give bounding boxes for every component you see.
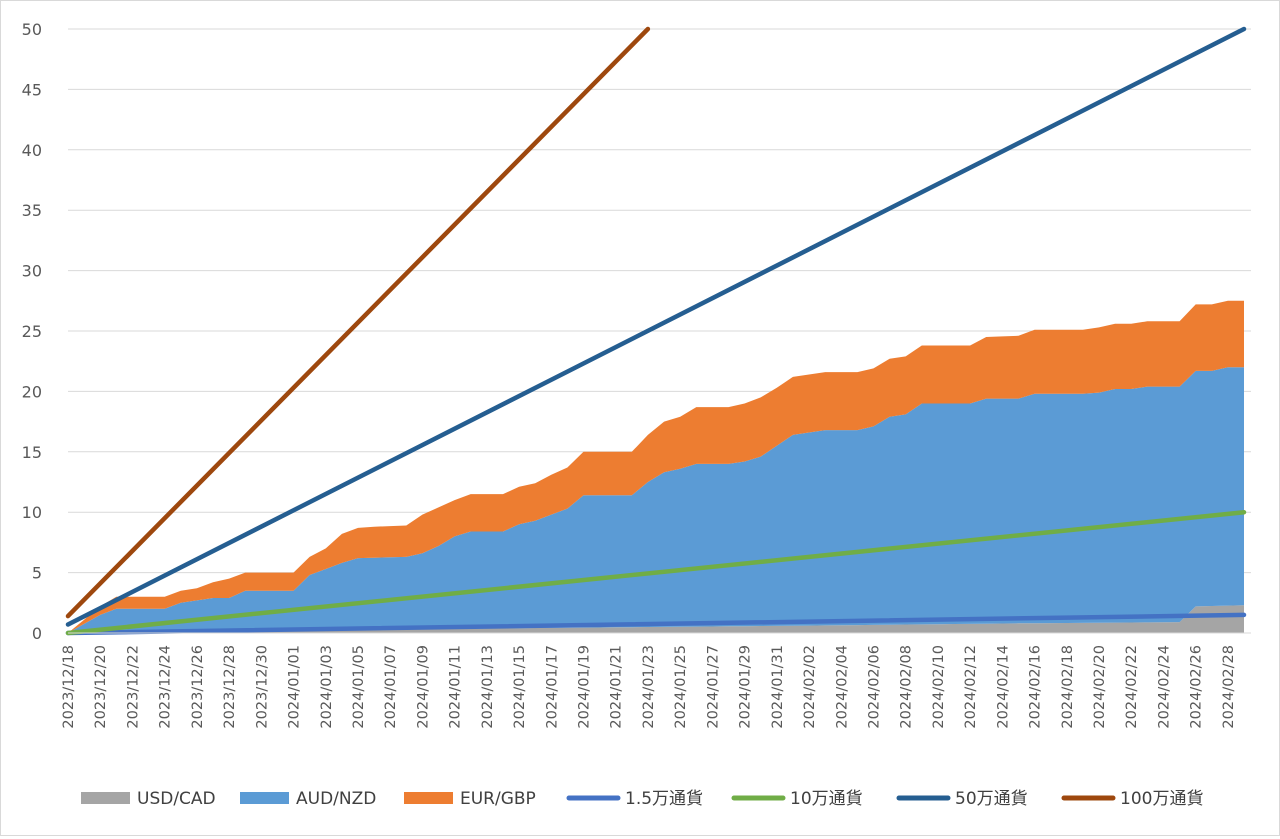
line-series-3: [65, 26, 1247, 627]
legend-item: AUD/NZD: [240, 789, 376, 809]
legend-item: 1.5万通貨: [566, 789, 703, 809]
legend-label: AUD/NZD: [296, 789, 376, 809]
y-tick-label: 20: [22, 382, 42, 401]
y-tick-label: 5: [32, 564, 42, 583]
legend-label: EUR/GBP: [460, 789, 536, 809]
x-tick-label: 2024/02/22: [1124, 645, 1140, 729]
x-tick-label: 2024/01/21: [609, 645, 625, 729]
x-tick-label: 2024/02/12: [963, 645, 979, 729]
y-tick-label: 30: [22, 262, 42, 281]
x-tick-label: 2024/02/26: [1189, 645, 1205, 729]
legend-item: 10万通貨: [731, 789, 863, 809]
line-series-4: [65, 26, 651, 619]
x-tick-label: 2024/02/14: [995, 645, 1011, 729]
y-tick-label: 35: [22, 201, 42, 220]
legend: USD/CAD AUD/NZD EUR/GBP 1.5万通貨 10万通貨 50万通貨 100…: [81, 789, 1203, 809]
legend-item: 50万通貨: [896, 789, 1028, 809]
gridlines: [68, 28, 1251, 574]
x-tick-label: 2023/12/28: [222, 645, 238, 729]
x-tick-label: 2024/01/13: [480, 645, 496, 729]
legend-label: 100万通貨: [1120, 789, 1203, 809]
x-tick-label: 2024/01/31: [770, 645, 786, 729]
legend-swatch: [404, 792, 453, 804]
x-tick-label: 2024/01/23: [641, 645, 657, 729]
x-tick-label: 2024/02/10: [931, 645, 947, 729]
y-tick-label: 25: [22, 322, 42, 341]
area-usd-cad: [68, 605, 1244, 633]
line-series-2: [65, 509, 1247, 636]
y-tick-label: 50: [22, 20, 42, 39]
y-tick-label: 45: [22, 80, 42, 99]
x-tick-label: 2023/12/26: [190, 645, 206, 729]
stacked-areas: [68, 300, 1244, 633]
legend-label: USD/CAD: [137, 789, 216, 809]
x-tick-label: 2024/01/01: [287, 645, 303, 729]
x-tick-label: 2024/01/03: [319, 645, 335, 729]
area-aud-nzd: [68, 367, 1244, 633]
x-tick-label: 2024/02/02: [802, 645, 818, 729]
x-tick-label: 2024/01/07: [383, 645, 399, 729]
target-lines: [65, 26, 1247, 636]
x-tick-label: 2024/01/29: [738, 645, 754, 729]
legend-label: 1.5万通貨: [625, 789, 703, 809]
x-tick-label: 2024/02/16: [1028, 645, 1044, 729]
legend-label: 10万通貨: [790, 789, 863, 809]
y-tick-label: 10: [22, 503, 42, 522]
x-tick-label: 2024/01/05: [351, 645, 367, 729]
x-tick-label: 2023/12/24: [158, 645, 174, 729]
x-tick-label: 2024/02/28: [1221, 645, 1237, 729]
y-tick-label: 15: [22, 443, 42, 462]
x-tick-label: 2024/02/18: [1060, 645, 1076, 729]
x-tick-label: 2023/12/20: [93, 645, 109, 729]
x-tick-label: 2023/12/30: [254, 645, 270, 729]
x-tick-label: 2024/01/17: [544, 645, 560, 729]
x-tick-label: 2024/02/24: [1157, 645, 1173, 729]
x-tick-label: 2024/02/06: [867, 645, 883, 729]
y-tick-label: 40: [22, 141, 42, 160]
x-tick-label: 2023/12/18: [61, 645, 77, 729]
x-tick-label: 2024/02/08: [899, 645, 915, 729]
legend-item: EUR/GBP: [404, 789, 536, 809]
legend-item: 100万通貨: [1061, 789, 1203, 809]
legend-item: USD/CAD: [81, 789, 216, 809]
legend-label: 50万通貨: [955, 789, 1028, 809]
axes: 0 5 10 15 20 25 30 35 40 45 50 2023/12/18 2023/12/20…: [22, 20, 1251, 729]
x-tick-label: 2024/01/25: [673, 645, 689, 729]
legend-swatch: [81, 792, 130, 804]
x-tick-label: 2024/01/27: [705, 645, 721, 729]
x-tick-label: 2024/02/20: [1092, 645, 1108, 729]
x-tick-label: 2024/01/15: [512, 645, 528, 729]
x-tick-label: 2024/02/04: [834, 645, 850, 729]
x-tick-label: 2024/01/09: [415, 645, 431, 729]
x-tick-label: 2024/01/19: [577, 645, 593, 729]
x-tick-label: 2024/01/11: [448, 645, 464, 729]
area-eur-gbp: [68, 300, 1244, 633]
legend-swatch: [240, 792, 289, 804]
y-tick-label: 0: [32, 624, 42, 643]
line-series-1: [65, 612, 1247, 636]
x-tick-label: 2023/12/22: [125, 645, 141, 729]
